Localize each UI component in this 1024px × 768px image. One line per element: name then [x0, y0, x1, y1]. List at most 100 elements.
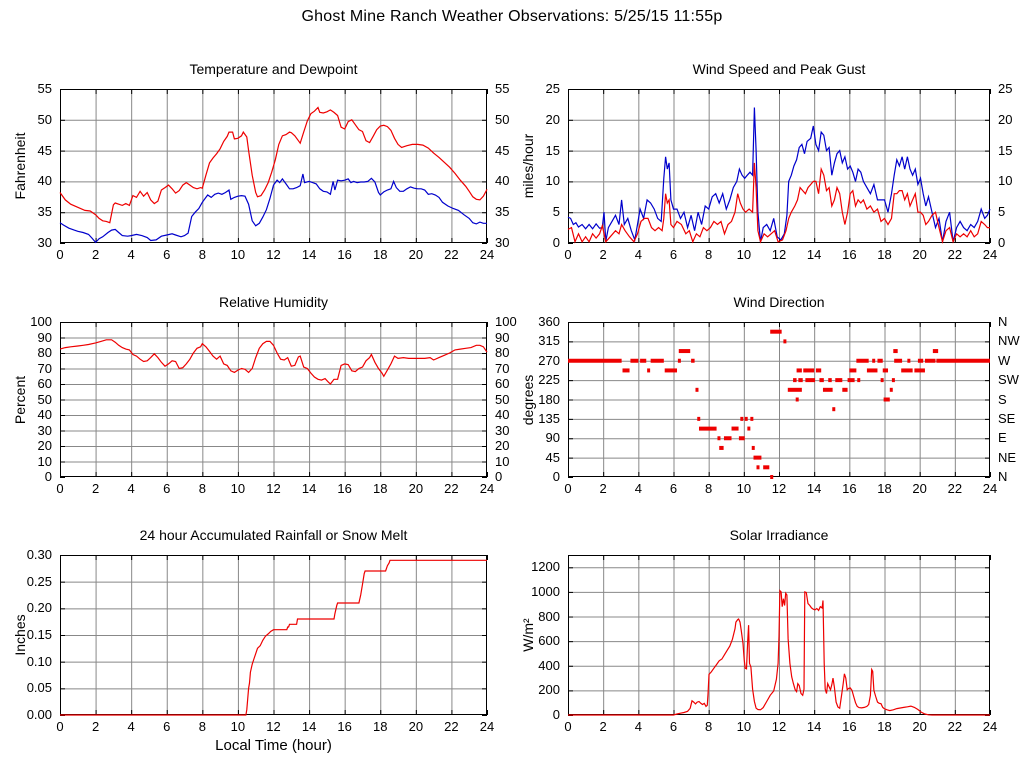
tick-label: 24 — [982, 719, 998, 734]
tick-label: 5 — [552, 204, 560, 220]
tick-label: 45 — [37, 142, 52, 158]
tick-label: 25 — [545, 81, 560, 96]
tick-label: 50 — [495, 111, 510, 127]
tick-label: 8 — [705, 719, 713, 734]
tick-label: 22 — [444, 247, 459, 262]
tick-label: 14 — [301, 247, 317, 262]
tick-label: 0 — [552, 235, 560, 250]
tick-label: 0 — [552, 469, 560, 484]
tick-label: 6 — [163, 719, 171, 734]
tick-label: 0 — [56, 247, 64, 262]
tick-label: 35 — [495, 204, 510, 220]
tick-label: 20 — [408, 719, 424, 734]
tick-label: 225 — [538, 372, 560, 388]
tick-label: 2 — [91, 247, 100, 262]
tick-label: 70 — [495, 360, 510, 376]
tick-label: 15 — [545, 142, 560, 158]
tick-label: 16 — [337, 247, 352, 262]
tick-label: 200 — [538, 682, 560, 698]
tick-label: 0 — [56, 481, 64, 496]
tick-label: 0 — [564, 247, 572, 262]
tick-label: 20 — [408, 481, 424, 496]
tick-label: 20 — [408, 247, 424, 262]
tick-label: 10 — [230, 247, 246, 262]
tick-label: 30 — [37, 235, 52, 250]
tick-label: 50 — [495, 391, 510, 407]
tick-label: 0.00 — [26, 707, 52, 722]
tick-label: 0 — [564, 719, 572, 734]
tick-label: 16 — [337, 481, 352, 496]
chart-relative-humidity: Relative Humidity Percent 0 0 10 10 20 20 30 30… — [12, 294, 517, 496]
series-accumulated-rainfall — [60, 559, 487, 716]
tick-label: 20 — [545, 111, 560, 127]
tick-label: 30 — [37, 422, 52, 438]
tick-label: 12 — [266, 247, 281, 262]
x-axis-label: Local Time (hour) — [215, 737, 332, 754]
tick-label: 600 — [538, 633, 560, 649]
series-dewpoint — [59, 173, 487, 244]
tick-label: 10 — [230, 719, 246, 734]
tick-label: 12 — [771, 247, 787, 262]
tick-label: 24 — [982, 481, 998, 496]
tick-label: 18 — [373, 247, 388, 262]
tick-label: 50 — [37, 391, 52, 407]
tick-label: 24 — [982, 247, 998, 262]
plot-area-solar-irradiance — [568, 555, 991, 716]
tick-label: 40 — [37, 173, 52, 189]
tick-label: 0.10 — [26, 653, 52, 669]
tick-label: 0 — [564, 481, 572, 496]
tick-label: 10 — [230, 481, 246, 496]
tick-label: 14 — [806, 247, 822, 262]
tick-label: 16 — [842, 481, 857, 496]
tick-label: 6 — [163, 247, 171, 262]
tick-label: 30 — [495, 422, 510, 438]
tick-label: 18 — [877, 719, 892, 734]
tick-label: 315 — [538, 333, 560, 349]
tick-label: 22 — [444, 481, 459, 496]
tick-label: 10 — [736, 481, 752, 496]
tick-label: 360 — [538, 314, 560, 329]
tick-label: 8 — [705, 247, 713, 262]
tick-label: 10 — [736, 247, 752, 262]
tick-label: 20 — [912, 719, 927, 734]
tick-label: 45 — [495, 142, 510, 158]
tick-label: 10 — [37, 453, 52, 469]
tick-label: 0 — [495, 469, 503, 484]
plot-area-wind-speed-gust — [567, 89, 991, 245]
tick-label: 14 — [806, 481, 822, 496]
tick-label: 70 — [37, 360, 52, 376]
tick-label: SE — [998, 410, 1016, 426]
tick-label: 90 — [545, 430, 560, 446]
tick-label: 50 — [37, 111, 52, 127]
tick-label: 0 — [552, 707, 560, 722]
tick-label: 4 — [127, 719, 135, 734]
tick-label: 2 — [599, 247, 607, 262]
chart-title: Solar Irradiance — [729, 527, 829, 543]
plot-area-wind-direction — [568, 322, 991, 479]
tick-label: N — [998, 314, 1008, 329]
tick-label: 800 — [538, 608, 560, 624]
tick-label: 12 — [266, 481, 281, 496]
chart-rainfall: 24 hour Accumulated Rainfall or Snow Mel… — [12, 527, 494, 754]
tick-label: 15 — [998, 142, 1013, 158]
tick-label: 24 — [479, 481, 495, 496]
tick-label: 8 — [198, 247, 206, 262]
tick-label: 24 — [479, 719, 495, 734]
tick-label: 100 — [30, 314, 52, 329]
tick-label: 0.15 — [26, 627, 52, 642]
tick-label: 16 — [842, 247, 857, 262]
tick-label: 25 — [998, 81, 1013, 96]
tick-label: 90 — [37, 329, 52, 345]
tick-label: 40 — [37, 407, 52, 422]
tick-label: 0.25 — [26, 573, 52, 589]
tick-label: 18 — [877, 481, 892, 496]
tick-label: 14 — [806, 719, 822, 734]
tick-label: 30 — [495, 235, 510, 250]
tick-label: 10 — [495, 453, 510, 469]
tick-label: NW — [998, 333, 1020, 349]
tick-label: 22 — [444, 719, 459, 734]
tick-label: 60 — [37, 376, 52, 391]
tick-label: 20 — [912, 481, 927, 496]
